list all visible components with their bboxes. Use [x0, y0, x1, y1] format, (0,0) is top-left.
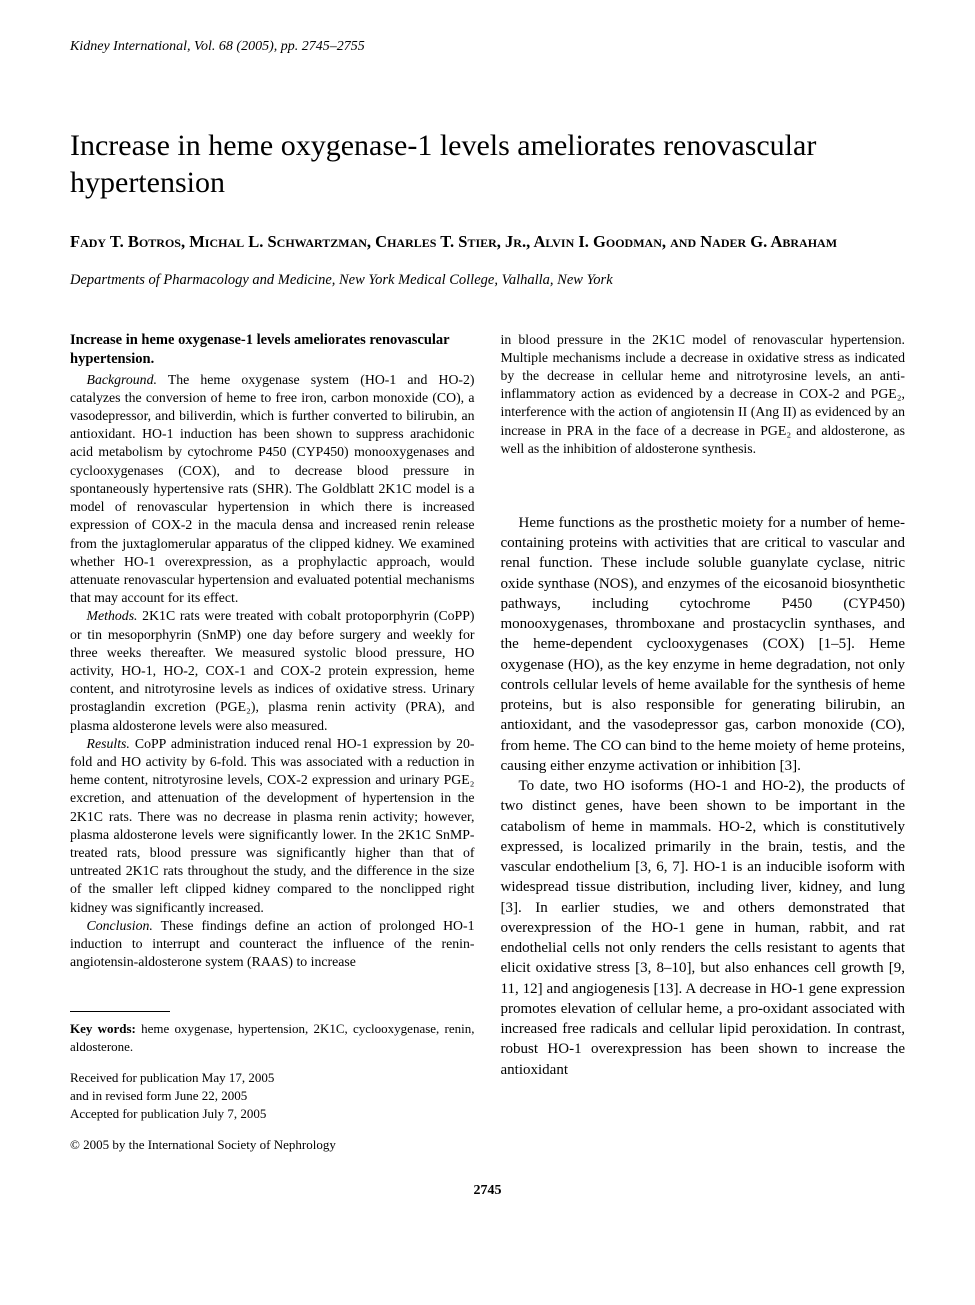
- abstract-continuation-text: in blood pressure in the 2K1C model of r…: [501, 331, 906, 458]
- keywords-block: Key words: heme oxygenase, hypertension,…: [70, 1020, 475, 1055]
- abstract-heading: Increase in heme oxygenase-1 levels amel…: [70, 331, 475, 370]
- abstract-continuation: in blood pressure in the 2K1C model of r…: [501, 331, 906, 458]
- article-title: Increase in heme oxygenase-1 levels amel…: [70, 127, 905, 202]
- body-paragraph-2: To date, two HO isoforms (HO-1 and HO-2)…: [501, 776, 906, 1080]
- body-paragraph-1: Heme functions as the prosthetic moiety …: [501, 513, 906, 776]
- results-label: Results.: [87, 736, 130, 751]
- results-text: CoPP administration induced renal HO-1 e…: [70, 736, 475, 915]
- abstract-background: Background. The heme oxygenase system (H…: [70, 371, 475, 608]
- received-date: Received for publication May 17, 2005: [70, 1069, 475, 1087]
- conclusion-label: Conclusion.: [87, 918, 153, 933]
- copyright-notice: © 2005 by the International Society of N…: [70, 1136, 475, 1154]
- methods-text: 2K1C rats were treated with cobalt proto…: [70, 608, 475, 732]
- keywords-label: Key words:: [70, 1021, 136, 1036]
- background-label: Background.: [87, 372, 157, 387]
- footer-divider: [70, 1011, 170, 1012]
- abstract-methods: Methods. 2K1C rats were treated with cob…: [70, 607, 475, 734]
- authors-list: Fady T. Botros, Michal L. Schwartzman, C…: [70, 230, 905, 253]
- publication-dates: Received for publication May 17, 2005 an…: [70, 1069, 475, 1122]
- footer-section: Key words: heme oxygenase, hypertension,…: [70, 1011, 475, 1153]
- affiliation: Departments of Pharmacology and Medicine…: [70, 271, 905, 291]
- background-text: The heme oxygenase system (HO-1 and HO-2…: [70, 372, 475, 605]
- body-text: Heme functions as the prosthetic moiety …: [501, 513, 906, 1080]
- abstract-block: Background. The heme oxygenase system (H…: [70, 371, 475, 972]
- revised-date: and in revised form June 22, 2005: [70, 1087, 475, 1105]
- accepted-date: Accepted for publication July 7, 2005: [70, 1105, 475, 1123]
- page-number: 2745: [70, 1182, 905, 1201]
- methods-label: Methods.: [87, 608, 138, 623]
- abstract-results: Results. CoPP administration induced ren…: [70, 735, 475, 917]
- abstract-conclusion: Conclusion. These findings define an act…: [70, 917, 475, 972]
- journal-header: Kidney International, Vol. 68 (2005), pp…: [70, 38, 905, 57]
- two-column-content: Increase in heme oxygenase-1 levels amel…: [70, 331, 905, 1154]
